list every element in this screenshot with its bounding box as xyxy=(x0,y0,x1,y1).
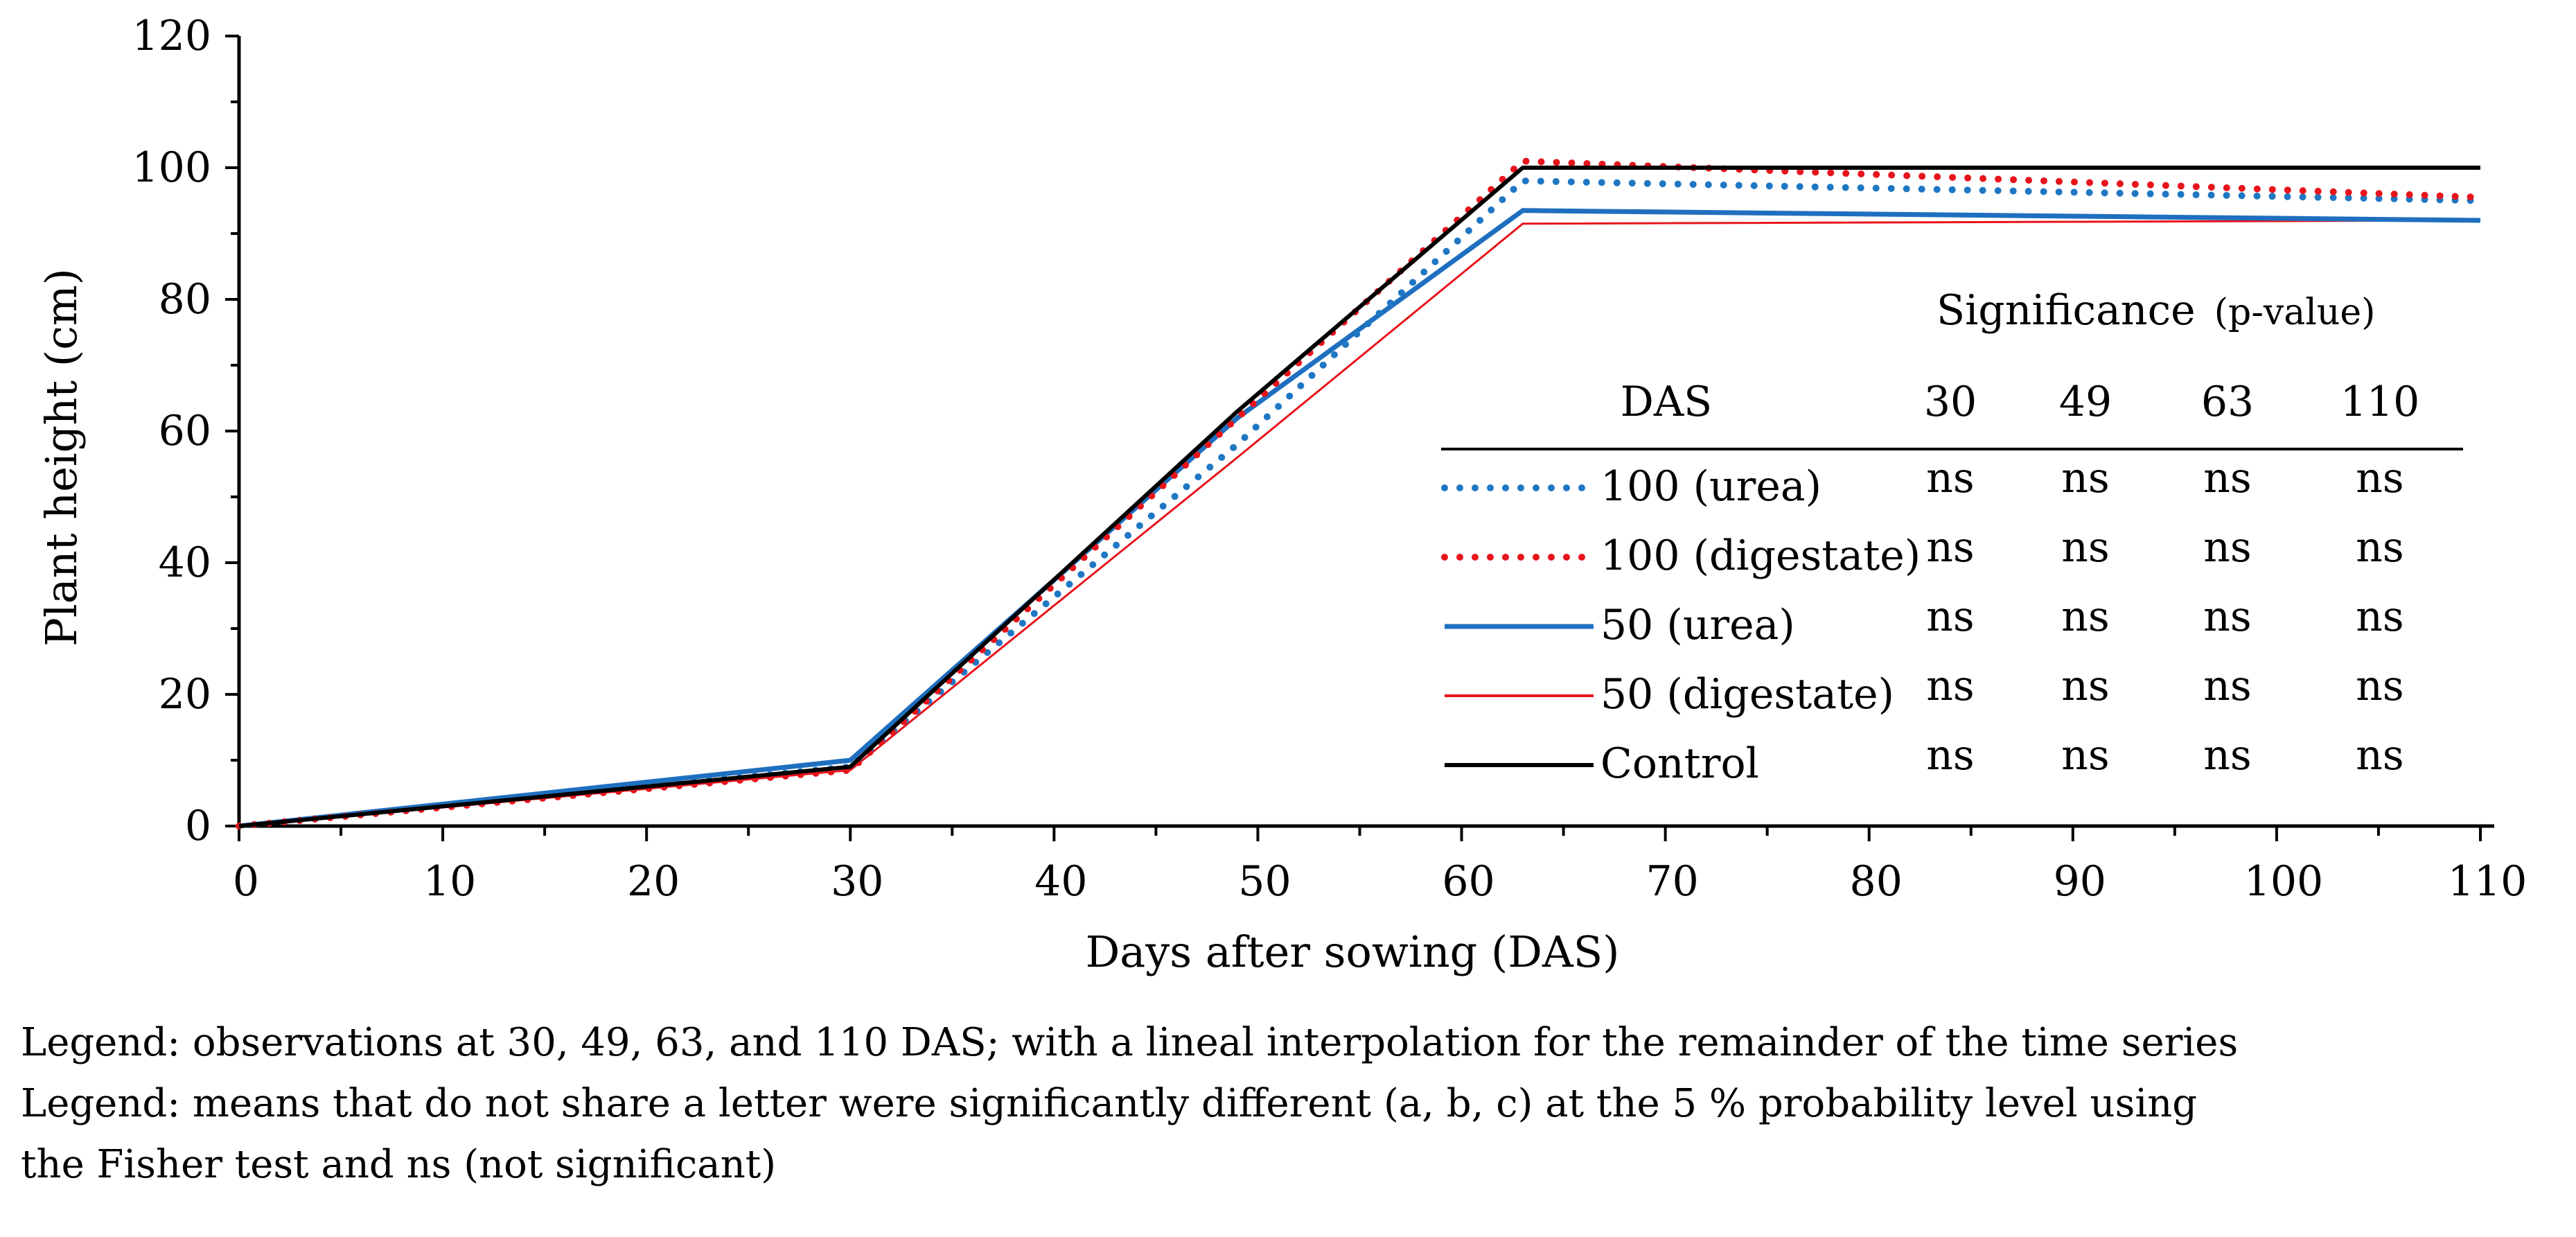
significance-cell: ns xyxy=(1926,454,1974,502)
significance-cell: ns xyxy=(2356,454,2403,502)
significance-cell: ns xyxy=(2061,523,2109,572)
y-tick-label: 0 xyxy=(185,802,211,850)
table-title: Significance (p-value) xyxy=(1937,286,2375,335)
y-tick-label: 120 xyxy=(132,12,211,60)
caption-line-1: Legend: observations at 30, 49, 63, and … xyxy=(21,1020,2239,1065)
axes: 0 20 40 60 80 100 120 0 10 20 30 40 50 60 70 80 90 100 110 xyxy=(132,12,2527,906)
x-tick-label: 110 xyxy=(2448,857,2528,906)
x-tick-label: 100 xyxy=(2244,857,2324,906)
significance-cell: ns xyxy=(2203,731,2251,780)
plant-height-chart: 0 20 40 60 80 100 120 0 10 20 30 40 50 60 70 80 90 100 110… xyxy=(36,12,2527,977)
significance-cell: ns xyxy=(2203,454,2251,502)
x-tick-label: 80 xyxy=(1850,857,1903,906)
y-tick-label: 40 xyxy=(159,538,211,587)
legend-label-1: 100 (digestate) xyxy=(1600,532,1921,580)
significance-cell: ns xyxy=(2061,454,2109,502)
x-tick-label: 0 xyxy=(233,857,259,906)
significance-table: Significance (p-value) DAS 30 49 63 110 100 (u… xyxy=(1441,286,2463,788)
series-line-1 xyxy=(236,157,2484,830)
caption-line-2: Legend: means that do not share a letter… xyxy=(21,1081,2198,1126)
x-tick-label: 50 xyxy=(1238,857,1291,906)
table-header-col: 110 xyxy=(2340,378,2420,426)
significance-cell: ns xyxy=(2203,593,2251,641)
x-tick-label: 70 xyxy=(1646,857,1698,906)
x-tick-label: 20 xyxy=(627,857,680,906)
legend-label-3: 50 (digestate) xyxy=(1600,670,1894,719)
x-axis-title: Days after sowing (DAS) xyxy=(1086,927,1620,977)
significance-cell: ns xyxy=(2203,662,2251,710)
significance-cell: ns xyxy=(2356,662,2403,710)
y-tick-label: 100 xyxy=(132,143,211,192)
series-line-2 xyxy=(238,208,2481,829)
significance-cell: ns xyxy=(2203,523,2251,572)
y-axis-title: Plant height (cm) xyxy=(36,268,87,647)
series-layer xyxy=(236,157,2484,830)
significance-cell: ns xyxy=(2061,593,2109,641)
significance-cell: ns xyxy=(1926,662,1974,710)
table-header-col: 49 xyxy=(2059,378,2112,426)
significance-cell: ns xyxy=(1926,523,1974,572)
y-tick-label: 60 xyxy=(159,407,211,455)
significance-cell: ns xyxy=(2356,731,2403,780)
significance-cell: ns xyxy=(2356,593,2403,641)
significance-cell: ns xyxy=(2061,731,2109,780)
x-tick-label: 90 xyxy=(2054,857,2106,906)
legend-label-4: Control xyxy=(1600,739,1759,788)
significance-cell: ns xyxy=(1926,593,1974,641)
x-tick-label: 30 xyxy=(831,857,883,906)
significance-cell: ns xyxy=(2061,662,2109,710)
legend-label-2: 50 (urea) xyxy=(1600,601,1795,649)
table-header-col: 63 xyxy=(2201,378,2254,426)
y-tick-label: 80 xyxy=(159,275,211,324)
series-line-4 xyxy=(238,166,2480,828)
x-tick-label: 40 xyxy=(1034,857,1087,906)
legend-label-0: 100 (urea) xyxy=(1600,462,1821,511)
series-line-0 xyxy=(236,177,2484,830)
table-header-col: 30 xyxy=(1924,378,1977,426)
significance-cell: ns xyxy=(1926,731,1974,780)
table-header-das: DAS xyxy=(1621,378,1713,426)
y-tick-label: 20 xyxy=(159,670,211,719)
significance-cell: ns xyxy=(2356,523,2403,572)
x-tick-label: 10 xyxy=(423,857,476,906)
caption-line-3: the Fisher test and ns (not significant) xyxy=(21,1142,777,1187)
x-tick-label: 60 xyxy=(1442,857,1494,906)
